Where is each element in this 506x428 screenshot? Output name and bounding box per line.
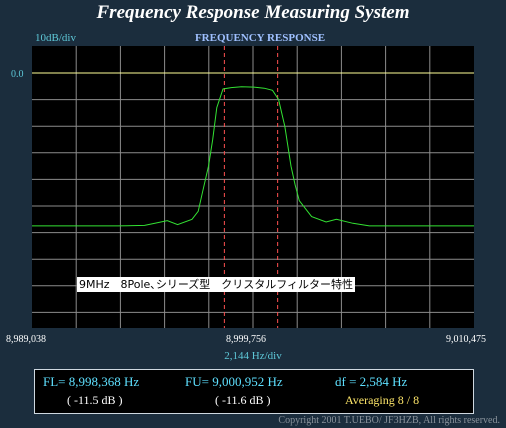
response-plot-svg [32,46,474,328]
averaging-status: Averaging 8 / 8 [345,393,420,407]
filter-caption: 9MHz 8Pole､シリーズ型 クリスタルフィルター特性 [77,277,356,292]
panel-title: FREQUENCY RESPONSE [194,32,326,44]
response-trace [32,86,474,227]
lower-level-readout: ( -11.5 dB ) [67,393,123,407]
x-tick-start: 8,989,038 [6,334,46,345]
upper-level-readout: ( -11.6 dB ) [215,393,271,407]
y-scale-label: 10dB/div [35,32,76,44]
x-tick-end: 9,010,475 [446,334,486,345]
reference-level-label: 0.0 [11,69,24,80]
x-tick-center: 8,999,756 [226,334,266,345]
app-title: Frequency Response Measuring System [96,2,410,23]
upper-frequency-readout: FU= 9,000,952 Hz [185,374,283,389]
copyright-notice: Copyright 2001 T.UEBO/ JF3HZB, All right… [278,415,500,426]
bandwidth-readout: df = 2,584 Hz [335,374,408,389]
results-panel: FL= 8,998,368 Hz FU= 9,000,952 Hz df = 2… [34,369,474,414]
lower-frequency-readout: FL= 8,998,368 Hz [43,374,140,389]
x-scale-label: 2,144 Hz/div [224,350,282,362]
